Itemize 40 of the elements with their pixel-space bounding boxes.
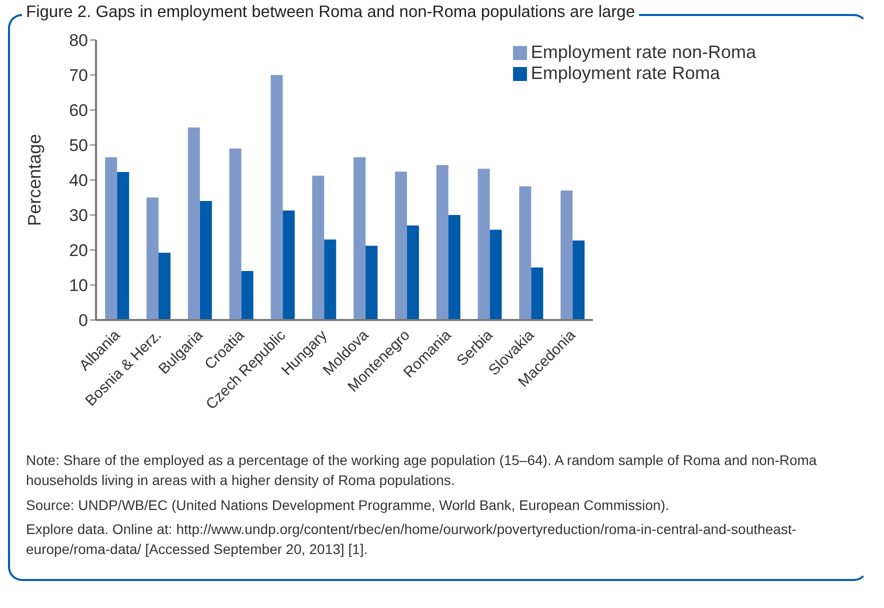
bar: [394, 172, 407, 320]
bar: [406, 226, 419, 320]
bar: [117, 172, 130, 320]
bar: [146, 198, 159, 320]
bar: [270, 75, 283, 320]
bar: [229, 148, 242, 320]
y-tick-label: 70: [69, 66, 88, 86]
y-tick-label: 40: [69, 171, 88, 190]
chart-title: Figure 2. Gaps in employment between Roma and non-Roma populations are large: [22, 3, 640, 22]
y-tick-label: 0: [78, 311, 88, 330]
bar: [282, 210, 295, 320]
y-tick-label: 80: [69, 31, 88, 50]
bar: [490, 230, 502, 320]
bar: [436, 164, 448, 320]
y-tick-label: 60: [69, 101, 88, 120]
y-axis-title: Percentage: [24, 134, 44, 226]
bar: [366, 246, 378, 320]
bar: [241, 271, 254, 320]
bar: [200, 201, 212, 320]
bar: [448, 215, 460, 320]
bar: [158, 252, 171, 320]
bar: [519, 186, 532, 320]
source-note: Source: UNDP/WB/EC (United Nations Development Programme, World Bank, European Commission).: [26, 496, 670, 515]
y-tick-label: 50: [69, 136, 88, 156]
text: Note: Share of the employed as a percentage of the working age population (15–64). A random sample of Roma and non-Roma households living in areas with a higher density of Roma populations.: [26, 451, 818, 490]
y-tick-label: 20: [69, 241, 88, 260]
y-tick-label: 10: [69, 276, 88, 296]
text: Explore data. Online at: http://www.undp.org/content/rbec/en/home/ourwork/povertyreduction/roma-in-central-and-southeast-europe/roma-data/ [Accessed September 20, 2013] [1].: [26, 520, 798, 560]
bar: [312, 176, 324, 320]
bar: [572, 240, 585, 320]
y-tick-label: 30: [69, 206, 88, 226]
bar: [354, 157, 366, 320]
bar: [105, 157, 118, 320]
bar: [188, 128, 200, 320]
bar: [531, 268, 544, 320]
legend-label: Employment rate non-Roma: [530, 42, 756, 62]
bar: [560, 190, 573, 320]
bar: [324, 240, 336, 320]
bar: [478, 168, 490, 320]
legend-label: Employment rate Roma: [530, 63, 720, 83]
